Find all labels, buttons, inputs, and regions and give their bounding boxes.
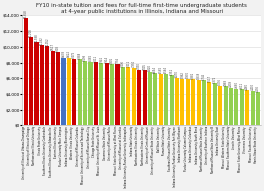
Bar	[126, 67, 130, 125]
Bar	[45, 46, 49, 125]
Bar	[207, 82, 211, 125]
Bar	[229, 88, 233, 125]
Text: 4,680: 4,680	[234, 81, 238, 88]
Bar	[245, 90, 249, 125]
Text: 7,412: 7,412	[126, 60, 130, 67]
Text: 5,962: 5,962	[180, 71, 184, 78]
Bar	[148, 72, 152, 125]
Bar	[121, 67, 125, 125]
Text: 5,881: 5,881	[191, 72, 195, 79]
Bar	[240, 89, 244, 125]
Bar	[67, 58, 71, 125]
Text: 8,622: 8,622	[67, 50, 71, 57]
Bar	[175, 78, 179, 125]
Bar	[62, 57, 65, 125]
Bar	[159, 74, 163, 125]
Bar	[24, 18, 28, 125]
Text: 5,839: 5,839	[197, 72, 201, 79]
Bar	[196, 79, 201, 125]
Bar	[186, 79, 190, 125]
Bar	[169, 75, 173, 125]
Bar	[110, 64, 114, 125]
Text: 6,351: 6,351	[169, 68, 173, 75]
Text: 7,941: 7,941	[99, 55, 103, 63]
Text: 7,350: 7,350	[132, 60, 136, 67]
Bar	[202, 80, 206, 125]
Bar	[105, 63, 109, 125]
Bar	[164, 74, 168, 125]
Text: 7,090: 7,090	[137, 62, 141, 69]
Text: 6,070: 6,070	[175, 70, 179, 77]
Bar	[234, 89, 238, 125]
Text: 7,406: 7,406	[121, 60, 125, 67]
Text: 6,564: 6,564	[164, 66, 168, 73]
Text: 8,011: 8,011	[94, 55, 98, 62]
Bar	[56, 52, 60, 125]
Text: 4,460: 4,460	[245, 83, 249, 90]
Bar	[191, 79, 195, 125]
Bar	[99, 63, 103, 125]
Text: 8,475: 8,475	[72, 51, 76, 58]
Bar	[132, 68, 136, 125]
Bar	[115, 64, 120, 125]
Text: 7,756: 7,756	[116, 57, 120, 64]
Text: 10,052: 10,052	[45, 37, 49, 46]
Text: 13,658: 13,658	[24, 9, 28, 18]
Text: 8,198: 8,198	[83, 53, 87, 61]
Bar	[78, 59, 82, 125]
Bar	[256, 92, 260, 125]
Text: 4,809: 4,809	[229, 80, 233, 87]
Text: 10,588: 10,588	[35, 33, 39, 42]
Bar	[34, 42, 39, 125]
Bar	[88, 62, 92, 125]
Text: 4,988: 4,988	[224, 79, 228, 86]
Text: 6,654: 6,654	[153, 66, 157, 73]
Bar	[251, 91, 254, 125]
Bar	[213, 83, 217, 125]
Text: 11,208: 11,208	[29, 28, 33, 37]
Bar	[83, 61, 87, 125]
Text: 10,182: 10,182	[40, 36, 44, 45]
Text: 5,076: 5,076	[218, 78, 222, 85]
Bar	[153, 73, 157, 125]
Text: 8,388: 8,388	[78, 52, 82, 59]
Text: 7,005: 7,005	[143, 63, 147, 70]
Bar	[29, 37, 33, 125]
Text: 5,517: 5,517	[207, 74, 211, 82]
Text: 5,372: 5,372	[213, 75, 217, 83]
Text: 4,400: 4,400	[251, 83, 254, 90]
Text: 4,611: 4,611	[240, 82, 244, 89]
Text: 6,820: 6,820	[148, 64, 152, 71]
Bar	[94, 62, 98, 125]
Bar	[224, 86, 228, 125]
Text: 6,582: 6,582	[159, 66, 163, 73]
Bar	[137, 70, 141, 125]
Text: 4,196: 4,196	[256, 85, 260, 92]
Text: 9,308: 9,308	[56, 45, 60, 52]
Text: 7,914: 7,914	[105, 56, 109, 63]
Text: 8,082: 8,082	[88, 54, 92, 62]
Text: 7,801: 7,801	[110, 57, 114, 64]
Text: 5,930: 5,930	[186, 71, 190, 78]
Text: 9,517: 9,517	[51, 43, 55, 50]
Bar	[143, 70, 147, 125]
Bar	[218, 86, 222, 125]
Bar	[40, 45, 44, 125]
Text: 5,746: 5,746	[202, 73, 206, 80]
Bar	[51, 51, 55, 125]
Bar	[72, 59, 76, 125]
Text: 8,638: 8,638	[62, 50, 65, 57]
Bar	[180, 79, 184, 125]
Title: FY10 in-state tuition and fees for full-time first-time undergraduate students
a: FY10 in-state tuition and fees for full-…	[36, 3, 247, 14]
